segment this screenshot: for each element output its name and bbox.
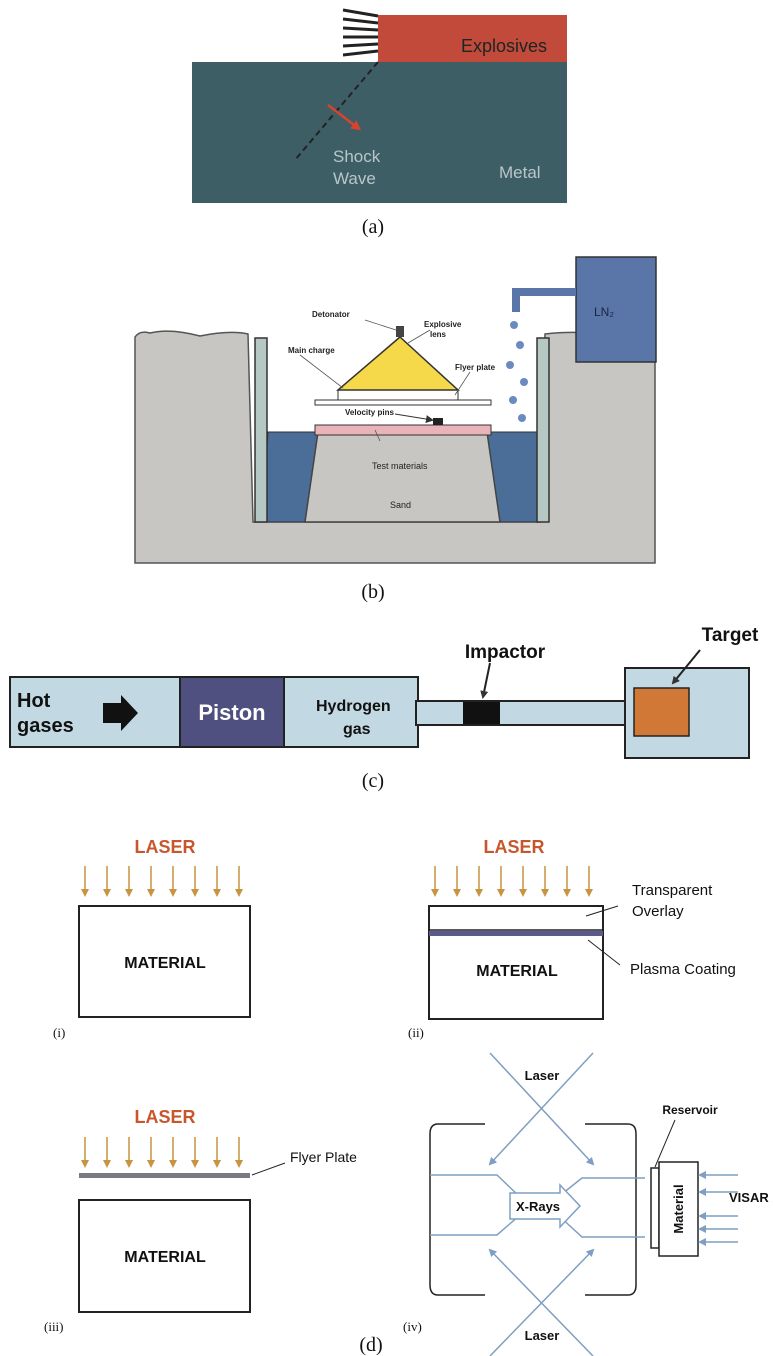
explosive-lens-line2: lens <box>430 330 447 339</box>
explosives-label: Explosives <box>461 36 547 56</box>
panel-d: LASER MATERIAL (i) LASER M <box>44 837 769 1356</box>
laser-label-i: LASER <box>134 837 195 857</box>
material-box-iv <box>658 1161 699 1257</box>
velocity-pins-arrow <box>394 413 434 423</box>
material-box-i <box>78 905 251 1018</box>
ln2-droplets <box>506 321 528 422</box>
shock-direction-arrow <box>327 104 362 131</box>
transparent-callout <box>585 905 619 917</box>
main-charge <box>337 389 459 401</box>
wall-left <box>254 337 268 523</box>
flyer-plate <box>314 399 492 406</box>
reservoir-callout <box>654 1119 676 1168</box>
impactor-label: Impactor <box>465 642 546 663</box>
sub-label-iv: (iv) <box>403 1319 422 1334</box>
detonator-label: Detonator <box>312 310 350 319</box>
ln2-label: LN₂ <box>594 305 614 319</box>
detonator <box>396 326 404 337</box>
test-materials-slab <box>314 424 492 436</box>
flyer-plate-label: Flyer plate <box>455 363 496 372</box>
metal-label: Metal <box>499 163 541 182</box>
panel-a: Explosives Shock Wave Metal (a) <box>192 8 567 238</box>
callout-lines <box>299 319 471 442</box>
hot-gases-line2: gases <box>17 715 74 737</box>
material-box-ii <box>428 905 604 1020</box>
caption-b: (b) <box>361 581 384 603</box>
plasma-coating-band <box>429 931 603 936</box>
material-vertical-label: Material <box>671 1184 686 1233</box>
hot-gases-line1: Hot <box>17 690 51 712</box>
sub-label-ii: (ii) <box>408 1025 424 1040</box>
ln2-tank <box>575 256 657 363</box>
caption-d: (d) <box>359 1334 382 1356</box>
explosives-block <box>378 15 567 62</box>
xrays-arrow <box>509 1183 582 1229</box>
caption-a: (a) <box>362 216 384 238</box>
hot-gases-arrow <box>103 695 138 731</box>
laser-bottom-label: Laser <box>525 1328 560 1343</box>
flyer-plate-callout <box>251 1162 286 1176</box>
ln2-pipe <box>512 288 576 312</box>
material-label-ii: MATERIAL <box>476 963 558 980</box>
target-pointer <box>671 649 701 685</box>
caption-c: (c) <box>362 770 384 792</box>
material-label-i: MATERIAL <box>124 955 206 972</box>
hydrogen-line1: Hydrogen <box>316 698 391 715</box>
flyer-plate-iii <box>79 1173 250 1178</box>
main-charge-label: Main charge <box>288 346 335 355</box>
shock-label-line2: Wave <box>333 169 376 188</box>
detonation-lines <box>342 8 379 57</box>
reservoir-label: Reservoir <box>662 1103 718 1117</box>
launch-tube <box>415 700 627 726</box>
material-box-iii <box>78 1199 251 1313</box>
xrays-label: X-Rays <box>516 1199 560 1214</box>
visar-probes <box>698 1171 738 1246</box>
explosive-lens <box>335 335 460 391</box>
impactor-pointer <box>480 662 491 699</box>
plasma-callout <box>587 939 621 966</box>
transparent-label-line2: Overlay <box>632 903 684 920</box>
piston-label: Piston <box>198 700 265 725</box>
reservoir-plate <box>650 1167 660 1249</box>
material-label-iii: MATERIAL <box>124 1249 206 1266</box>
panel-c: Hot gases Piston Hydrogen gas Impactor T… <box>9 625 759 792</box>
laser-arrows-iii <box>81 1137 243 1168</box>
velocity-pin-block <box>433 418 443 425</box>
explosive-lens-line1: Explosive <box>424 320 462 329</box>
transparent-label-line1: Transparent <box>632 882 713 899</box>
hydrogen-line2: gas <box>343 721 371 738</box>
plasma-coating-label: Plasma Coating <box>630 961 736 978</box>
visar-label: VISAR <box>729 1190 769 1205</box>
sand-label: Sand <box>390 500 411 510</box>
sub-label-iii: (iii) <box>44 1319 64 1334</box>
hydrogen-chamber <box>283 676 419 748</box>
test-materials-label: Test materials <box>372 461 428 471</box>
target-block <box>633 687 690 737</box>
wall-right <box>536 337 550 523</box>
laser-arrows-ii <box>431 866 593 897</box>
panel-b: LN₂ Detonator Explosive lens Main charge… <box>134 256 657 603</box>
laser-top-label: Laser <box>525 1068 560 1083</box>
hohlraum-walls <box>429 1123 637 1296</box>
laser-beams-iv <box>488 1052 595 1356</box>
laser-label-iii: LASER <box>134 1107 195 1127</box>
flyer-plate-label: Flyer Plate <box>290 1149 357 1165</box>
velocity-pins-label: Velocity pins <box>345 408 394 417</box>
hot-gases-chamber <box>9 676 181 748</box>
sub-label-i: (i) <box>53 1025 65 1040</box>
target-label: Target <box>702 625 759 646</box>
metal-block <box>192 62 567 203</box>
laser-arrows-i <box>81 866 243 897</box>
laser-label-ii: LASER <box>483 837 544 857</box>
shock-label-line1: Shock <box>333 147 381 166</box>
impactor-block <box>463 702 500 724</box>
